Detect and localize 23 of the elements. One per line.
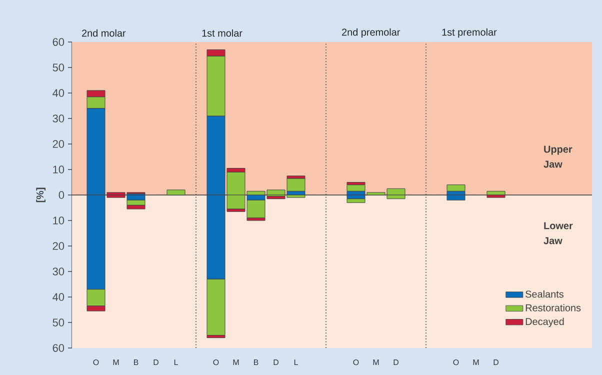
band-label: Lower Jaw (544, 222, 573, 244)
y-tick-label: 30 (52, 114, 64, 122)
y-tick-label: 10 (53, 166, 64, 174)
y-tick-label: 50 (52, 318, 64, 326)
y-tick-label: 20 (52, 140, 64, 148)
y-tick-label: 60 (52, 344, 64, 352)
y-tick-label: 40 (52, 89, 64, 97)
y-tick-label: 30 (52, 268, 64, 276)
y-tick-label: 50 (52, 64, 64, 72)
y-tick-label: 0 (58, 191, 64, 199)
text: 2nd molar (82, 29, 126, 37)
legend-label: Decayed (526, 318, 564, 328)
y-tick-label: 10 (53, 216, 64, 224)
band-label: Upper Jaw (544, 146, 572, 168)
text: 2nd premolar (342, 28, 400, 38)
text: 1st molar (202, 29, 242, 37)
y-tick-label: 20 (52, 242, 64, 250)
y-tick-label: 40 (52, 293, 64, 301)
y-tick-label: 60 (52, 38, 64, 46)
legend-label: Sealants (526, 290, 564, 298)
y-axis-title: [%] (36, 188, 46, 202)
text: 1st premolar (442, 28, 497, 38)
legend-label: Restorations (526, 304, 581, 312)
